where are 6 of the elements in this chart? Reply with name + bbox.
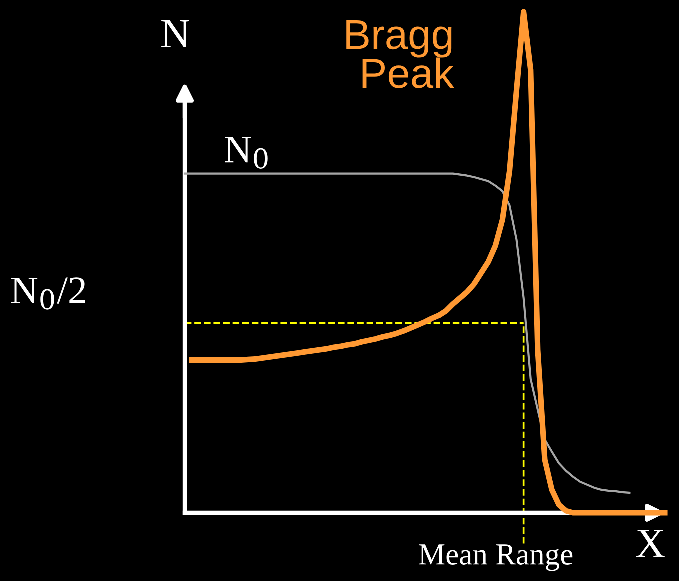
y-axis-title: N <box>162 20 190 48</box>
annotation: N$_{0}$ <box>225 137 268 170</box>
text: Mean Range <box>419 544 573 572</box>
x-axis-title: X <box>636 530 665 558</box>
text: N$_{0}$/2 <box>12 278 86 310</box>
annotation: Bragg Peak <box>346 20 454 88</box>
